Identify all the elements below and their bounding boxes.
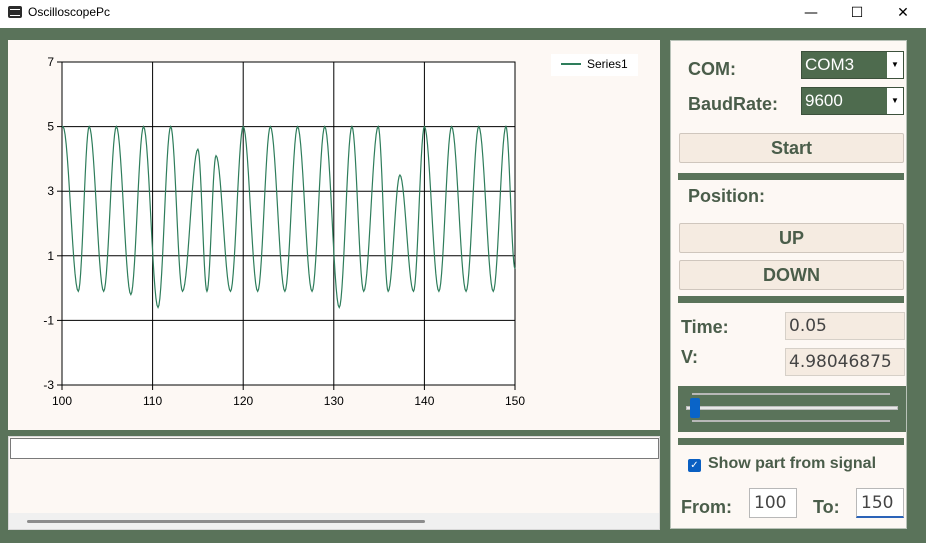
x-tick-label: 120 [233, 394, 253, 408]
y-tick-label: 1 [47, 249, 54, 263]
log-panel [8, 436, 660, 530]
scrollbar-thumb[interactable] [27, 520, 425, 523]
x-tick-label: 110 [143, 394, 162, 408]
control-panel: COM: COM3 ▼ BaudRate: 9600 ▼ Start Posit… [670, 40, 907, 529]
to-input[interactable]: 150 [856, 488, 904, 518]
time-value-field[interactable]: 0.05 [785, 312, 905, 340]
oscilloscope-chart: 100 110 120 130 140 150 -3 -1 1 3 5 7 Series1 [43, 54, 638, 408]
minimize-button[interactable]: — [804, 5, 818, 21]
chart-panel: 100 110 120 130 140 150 -3 -1 1 3 5 7 Series1 [8, 40, 660, 430]
oscilloscope-app-icon [8, 6, 22, 18]
window-title: OscilloscopePc [28, 5, 111, 19]
separator [678, 173, 904, 180]
from-input[interactable]: 100 [749, 488, 797, 518]
start-button[interactable]: Start [679, 133, 904, 163]
chevron-down-icon[interactable]: ▼ [887, 52, 903, 78]
y-tick-label: 7 [47, 55, 54, 69]
close-button[interactable]: ✕ [897, 5, 909, 21]
plot-area [62, 62, 515, 385]
baudrate-select[interactable]: 9600 ▼ [801, 87, 904, 115]
slider-thumb[interactable] [690, 398, 701, 418]
baudrate-select-value: 9600 [805, 91, 843, 110]
y-tick-label: -3 [43, 378, 54, 392]
from-label: From: [681, 497, 732, 517]
slider-tick-track [692, 393, 890, 395]
up-button[interactable]: UP [679, 223, 904, 253]
title-bar[interactable]: OscilloscopePc — ☐ ✕ [0, 0, 926, 26]
show-part-label: Show part from signal [708, 455, 877, 472]
legend-box [551, 54, 638, 76]
separator [678, 438, 904, 445]
to-label: To: [813, 497, 840, 517]
com-label: COM: [688, 59, 736, 79]
voltage-value-field[interactable]: 4.98046875 [785, 348, 905, 376]
baudrate-label: BaudRate: [688, 94, 779, 114]
slider-track[interactable] [686, 406, 898, 410]
x-tick-label: 140 [414, 394, 434, 408]
separator [678, 296, 904, 303]
x-tick-label: 130 [324, 394, 344, 408]
series-line [62, 124, 516, 310]
maximize-button[interactable]: ☐ [850, 5, 864, 21]
com-select-value: COM3 [805, 55, 855, 74]
legend-label: Series1 [587, 57, 628, 71]
slider-tick-track [692, 420, 890, 422]
horizontal-scrollbar[interactable] [9, 513, 659, 529]
position-label: Position: [688, 186, 765, 206]
com-select[interactable]: COM3 ▼ [801, 51, 904, 79]
chevron-down-icon[interactable]: ▼ [887, 88, 903, 114]
y-tick-label: 3 [47, 184, 54, 198]
client-area: 100 110 120 130 140 150 -3 -1 1 3 5 7 Series1 COM: C… [0, 28, 926, 543]
y-tick-label: -1 [43, 313, 54, 327]
time-label: Time: [681, 317, 729, 337]
show-part-checkbox[interactable]: ✓ [688, 459, 701, 472]
v-label: V: [681, 347, 699, 367]
y-tick-label: 5 [47, 120, 54, 134]
x-tick-label: 150 [505, 394, 525, 408]
log-input[interactable] [10, 438, 659, 459]
position-slider[interactable] [678, 386, 906, 432]
x-tick-label: 100 [52, 394, 72, 408]
plot-border [61, 61, 516, 386]
down-button[interactable]: DOWN [679, 260, 904, 290]
